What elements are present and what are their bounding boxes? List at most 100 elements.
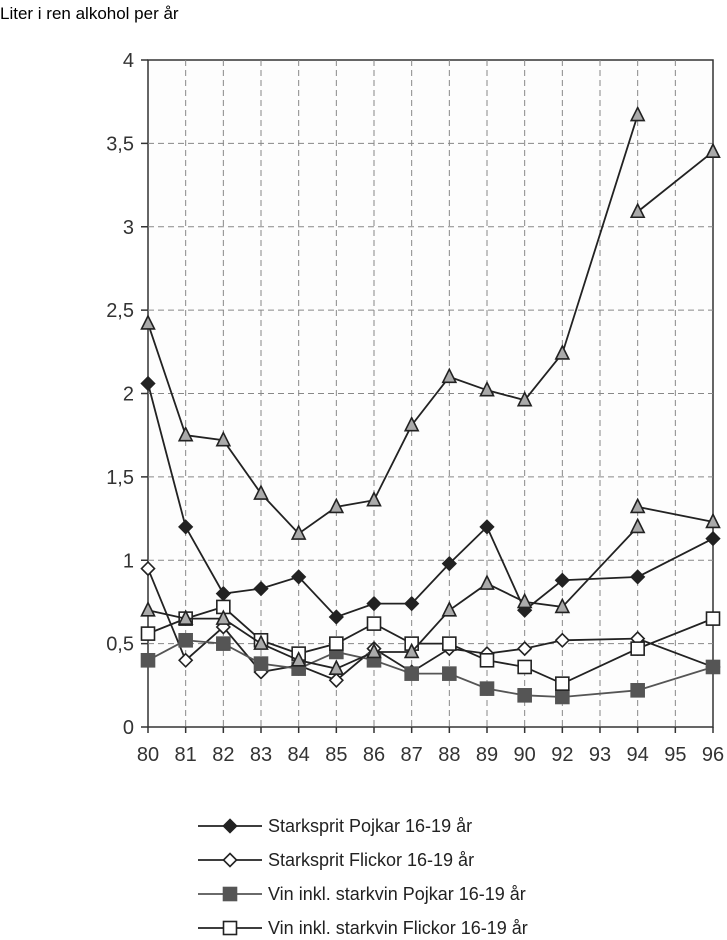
data-point	[630, 641, 645, 656]
data-point	[441, 367, 458, 384]
x-tick-label: 96	[702, 744, 724, 766]
data-point	[629, 105, 646, 122]
data-point	[479, 574, 495, 590]
data-point	[705, 659, 721, 675]
data-point	[554, 632, 570, 648]
series	[629, 497, 721, 529]
data-point	[222, 818, 238, 834]
series-line	[637, 151, 714, 213]
data-point	[328, 672, 344, 688]
x-tick-label: 92	[551, 744, 573, 766]
data-point	[555, 689, 570, 705]
x-tick-label: 88	[438, 744, 460, 766]
legend-item: Starksprit Flickor 16-19 år	[198, 850, 474, 870]
legend-label: Vin inkl. starkvin Flickor 16-19 år	[268, 918, 528, 938]
data-point	[177, 609, 194, 625]
x-tick-label: 90	[514, 744, 536, 766]
data-point	[403, 642, 420, 659]
data-point	[554, 344, 571, 360]
data-point	[442, 636, 457, 651]
data-point	[222, 886, 238, 902]
data-point	[253, 580, 269, 597]
data-point	[404, 595, 420, 612]
data-point	[216, 636, 231, 651]
data-point	[442, 666, 457, 681]
y-tick-label: 1	[123, 550, 134, 572]
data-point	[253, 484, 269, 500]
series	[140, 105, 646, 540]
legend-label: Starksprit Pojkar 16-19 år	[268, 816, 472, 836]
data-point	[329, 636, 344, 651]
data-point	[140, 314, 156, 330]
data-point	[555, 676, 570, 691]
data-point	[178, 519, 194, 535]
data-point	[290, 651, 307, 667]
data-point	[222, 920, 238, 936]
legend: Starksprit Pojkar 16-19 år Starksprit Fli…	[198, 816, 528, 938]
series-line	[637, 506, 714, 523]
legend-item: Starksprit Pojkar 16-19 år	[198, 816, 472, 836]
data-point	[140, 652, 156, 668]
data-point	[140, 626, 156, 641]
y-tick-label: 4	[123, 50, 134, 72]
data-point	[215, 609, 232, 625]
data-point	[140, 600, 156, 617]
data-point	[140, 375, 156, 392]
data-point	[253, 656, 269, 671]
series	[140, 599, 721, 691]
data-point	[629, 517, 646, 534]
data-point	[705, 530, 721, 547]
data-point	[705, 512, 721, 529]
data-point	[403, 415, 420, 432]
y-tick-label: 2,5	[106, 300, 134, 322]
y-tick-label: 0,5	[106, 634, 134, 656]
x-ticks: 80 81 82 83 84 85 86 87 88 89 90 92 93 94 95 96	[137, 727, 724, 766]
data-point	[479, 519, 495, 535]
data-point	[629, 202, 646, 219]
x-tick-label: 94	[627, 744, 649, 766]
x-tick-label: 84	[288, 744, 310, 766]
data-point	[328, 497, 345, 514]
data-point	[517, 659, 532, 675]
data-point	[441, 555, 457, 572]
series	[140, 517, 646, 675]
data-point	[516, 592, 533, 609]
x-tick-label: 83	[250, 744, 272, 766]
data-point	[479, 681, 495, 696]
data-point	[517, 640, 533, 657]
series	[140, 632, 721, 705]
data-point	[178, 632, 193, 648]
data-point	[178, 652, 194, 668]
series	[140, 375, 721, 625]
legend-label: Starksprit Flickor 16-19 år	[268, 850, 474, 870]
data-point	[554, 572, 570, 588]
x-tick-label: 82	[212, 744, 234, 766]
series	[629, 142, 721, 219]
x-tick-label: 87	[401, 744, 423, 766]
y-tick-label: 1,5	[106, 467, 134, 489]
data-point	[630, 683, 645, 698]
data-point	[705, 142, 721, 159]
data-point	[291, 569, 307, 585]
data-point	[222, 852, 238, 868]
x-tick-label: 80	[137, 744, 159, 766]
data-point	[404, 666, 419, 681]
data-point	[253, 634, 269, 650]
y-axis-label: Liter i ren alkohol per år	[0, 4, 179, 23]
data-point	[630, 569, 646, 585]
x-tick-label: 93	[589, 744, 611, 766]
x-tick-label: 95	[664, 744, 686, 766]
x-tick-label: 89	[476, 744, 498, 766]
series-group	[140, 105, 721, 705]
data-point	[328, 659, 345, 675]
data-point	[516, 390, 533, 407]
data-point	[554, 597, 571, 614]
data-point	[366, 595, 382, 612]
data-point	[177, 425, 194, 442]
y-tick-label: 2	[123, 384, 134, 406]
series-line	[147, 568, 714, 682]
legend-label: Vin inkl. starkvin Pojkar 16-19 år	[268, 884, 526, 904]
data-point	[366, 490, 382, 507]
data-point	[140, 560, 156, 577]
